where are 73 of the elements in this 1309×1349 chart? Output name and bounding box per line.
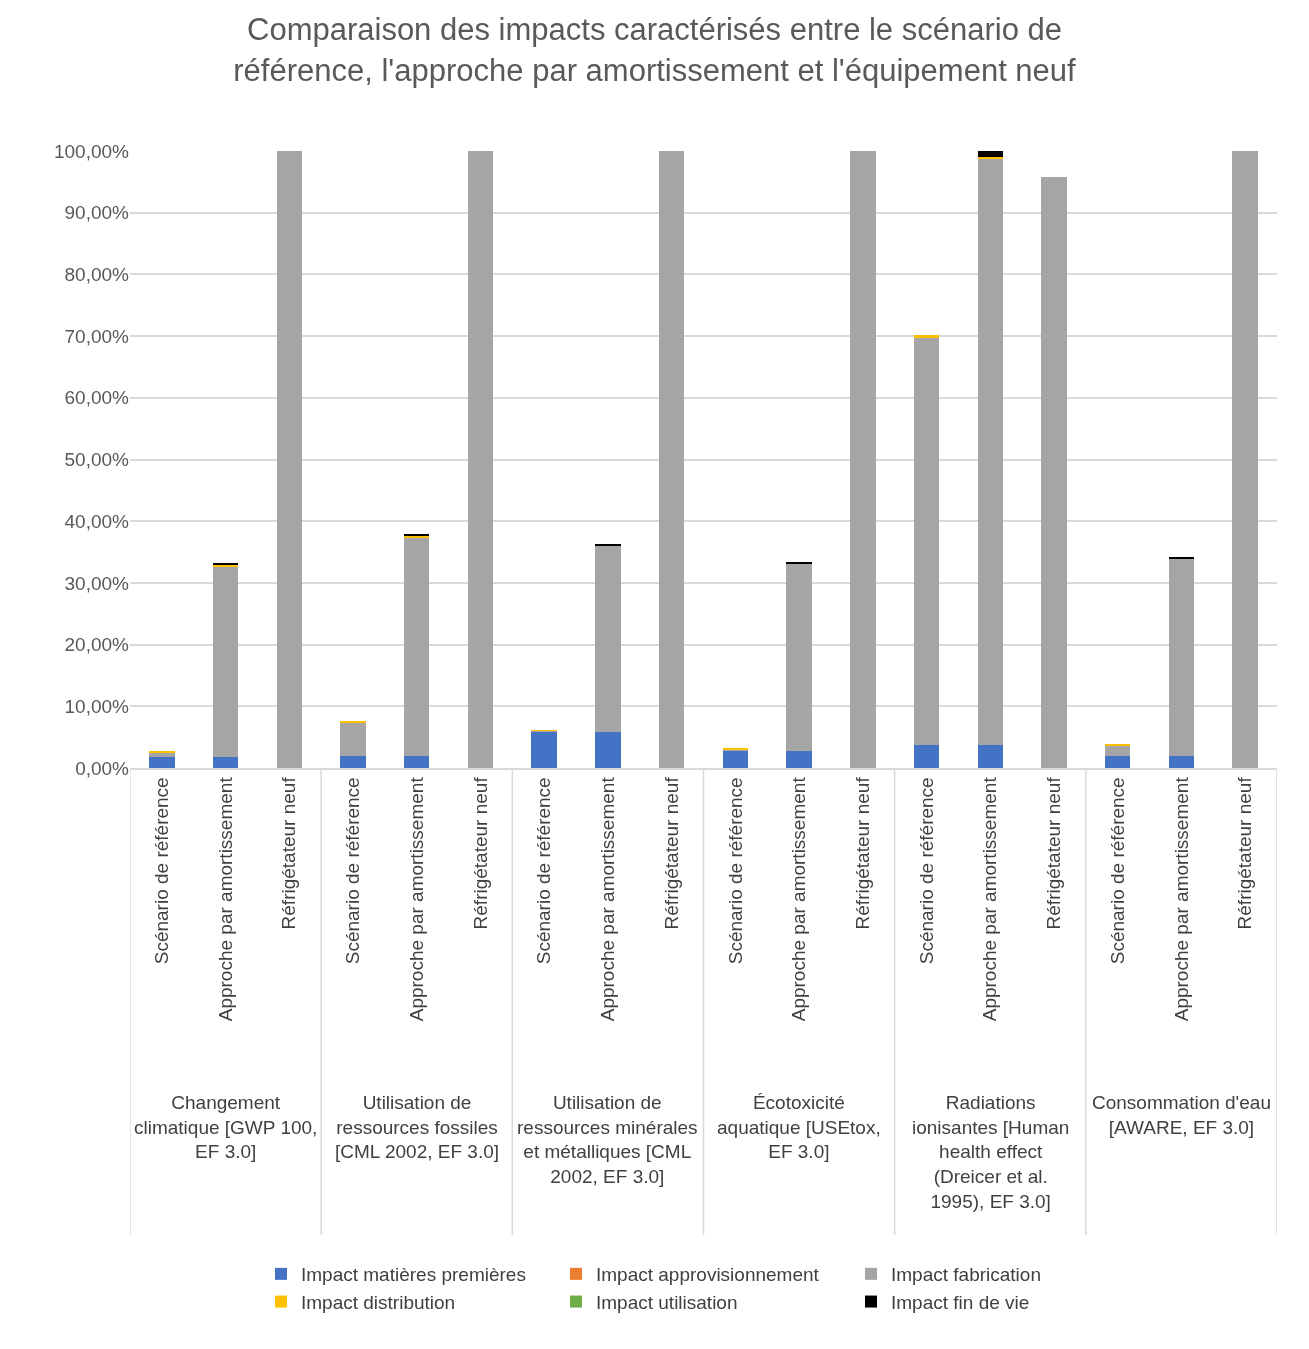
x-tick-label: Approche par amortissement [788, 776, 810, 1022]
text: Consommation d'eau [AWARE, EF 3.0] [1092, 1092, 1271, 1138]
bar [1168, 558, 1195, 756]
bar [1104, 745, 1131, 756]
text: Écotoxicité aquatique [USEtox, EF 3.0] [717, 1092, 881, 1163]
bar [340, 755, 366, 768]
legend-label: Impact fabrication [891, 1264, 1041, 1286]
y-tick-label: 10,00% [64, 695, 130, 717]
legend-label: Impact approvisionnement [596, 1264, 820, 1286]
bar [658, 151, 685, 768]
bar [786, 750, 812, 768]
x-tick-label: Réfrigétateur neuf [851, 776, 873, 930]
bar [1104, 755, 1131, 768]
y-tick-label: 50,00% [64, 449, 130, 471]
x-tick-label: Réfrigétateur neuf [660, 776, 682, 930]
x-tick-label: Approche par amortissement [597, 776, 619, 1022]
legend-label: Impact utilisation [596, 1291, 738, 1313]
bar [467, 151, 494, 768]
bar [212, 756, 239, 768]
x-tick-label: Réfrigétateur neuf [1043, 776, 1065, 930]
bar [404, 537, 430, 756]
y-tick-label: 20,00% [64, 634, 130, 656]
bar [149, 756, 175, 768]
bar [977, 159, 1003, 745]
bar [1041, 176, 1067, 768]
bar [913, 744, 940, 768]
x-tick-label: Approche par amortissement [405, 776, 427, 1022]
chart-title: Comparaison des impacts caractérisés entre le scénario de référence, l'approche par amortissement et l'équipement neuf [233, 12, 1077, 88]
bar [850, 151, 876, 768]
bar [1232, 151, 1258, 768]
bar [913, 337, 940, 745]
bar [340, 722, 366, 756]
x-tick-label: Scénario de référence [533, 777, 555, 965]
bar [149, 750, 175, 753]
bar [149, 752, 175, 757]
x-tick-label: Scénario de référence [724, 777, 746, 965]
bar [595, 731, 621, 768]
x-tick-label: Réfrigétateur neuf [278, 776, 300, 930]
text: Utilisation de ressources minérales et métalliques [CML 2002, EF 3.0] [517, 1092, 698, 1188]
x-tick-label: Scénario de référence [342, 777, 364, 965]
bar [595, 545, 621, 732]
legend-label: Impact matières premières [301, 1264, 526, 1286]
x-tick-label: Approche par amortissement [1170, 776, 1192, 1022]
x-tick-label: Scénario de référence [1106, 777, 1128, 965]
y-tick-label: 30,00% [64, 572, 130, 594]
bar [1168, 755, 1195, 768]
bar [977, 744, 1003, 768]
y-tick-label: 100,00% [53, 140, 130, 162]
x-tick-label: Réfrigétateur neuf [469, 776, 491, 930]
bar [722, 750, 749, 768]
bar [531, 731, 557, 768]
x-tick-label: Réfrigétateur neuf [1234, 776, 1256, 930]
text: Utilisation de ressources fossiles [CML 2002, EF 3.0] [335, 1092, 500, 1163]
x-tick-label: Approche par amortissement [979, 776, 1001, 1022]
y-tick-label: 80,00% [64, 264, 130, 286]
x-tick-label: Scénario de référence [151, 777, 173, 965]
bar [212, 566, 239, 757]
bar [404, 755, 430, 768]
text: Radiations ionisantes [Human health effect (Dreicer et al. 1995), EF 3.0] [912, 1092, 1070, 1212]
y-tick-label: 60,00% [64, 387, 130, 409]
bar [913, 335, 940, 338]
text: Changement climatique [GWP 100, EF 3.0] [134, 1092, 318, 1163]
x-tick-label: Scénario de référence [915, 777, 937, 965]
bar [786, 563, 812, 751]
y-tick-label: 90,00% [64, 202, 130, 224]
y-tick-label: 0,00% [75, 757, 130, 779]
legend-label: Impact fin de vie [891, 1291, 1030, 1313]
x-tick-label: Approche par amortissement [214, 776, 236, 1022]
y-tick-label: 70,00% [64, 325, 130, 347]
legend-label: Impact distribution [301, 1291, 456, 1313]
bar [276, 151, 303, 768]
bar [977, 151, 1003, 157]
y-tick-label: 40,00% [64, 510, 130, 532]
